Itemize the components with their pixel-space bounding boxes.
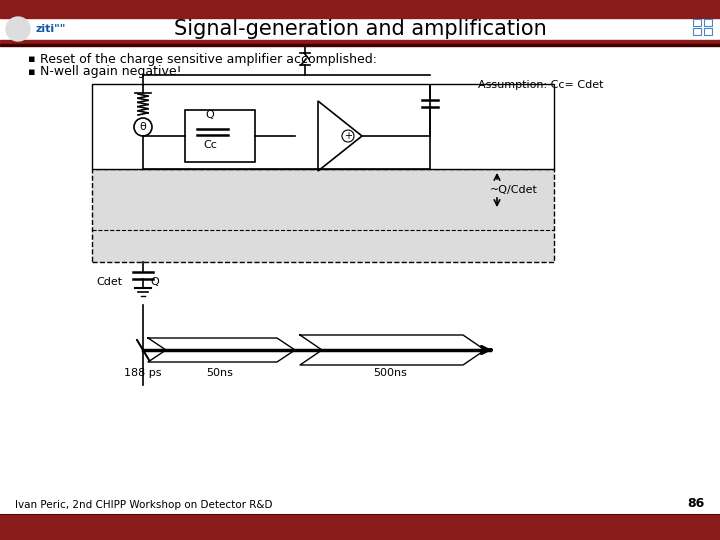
Text: 500ns: 500ns: [373, 368, 407, 378]
Text: Signal-generation and amplification: Signal-generation and amplification: [174, 19, 546, 39]
Text: Reset of the charge sensitive amplifier accomplished:: Reset of the charge sensitive amplifier …: [40, 52, 377, 65]
Bar: [92, 169, 554, 262]
Text: ~Q/Cdet: ~Q/Cdet: [490, 185, 538, 195]
Text: Q: Q: [150, 277, 158, 287]
Text: 86: 86: [688, 497, 705, 510]
Text: ziti"": ziti"": [35, 24, 66, 34]
Bar: [0, 0, 720, 18]
Circle shape: [6, 17, 30, 41]
Bar: [0, 518, 720, 540]
Text: Cdet: Cdet: [96, 277, 122, 287]
Text: Assumption: Cc= Cdet: Assumption: Cc= Cdet: [478, 80, 603, 90]
Bar: [185, 110, 255, 162]
Bar: [0, 0, 720, 18]
Text: +: +: [344, 131, 352, 141]
Text: Q: Q: [206, 110, 215, 120]
Bar: [0, 40, 720, 43]
Text: 50ns: 50ns: [207, 368, 233, 378]
Bar: [704, 19, 712, 26]
Text: Cc: Cc: [203, 140, 217, 150]
Bar: [693, 19, 701, 26]
Text: 188 ps: 188 ps: [125, 368, 162, 378]
Bar: [693, 28, 701, 35]
Bar: [0, 44, 720, 46]
Text: N-well again negative!: N-well again negative!: [40, 65, 181, 78]
Text: ▪: ▪: [28, 67, 35, 77]
Text: θ: θ: [140, 122, 146, 132]
Text: Ivan Peric, 2nd CHIPP Workshop on Detector R&D: Ivan Peric, 2nd CHIPP Workshop on Detect…: [15, 500, 272, 510]
Bar: [0, 18, 720, 40]
Text: ▪: ▪: [28, 54, 35, 64]
Bar: [92, 84, 554, 169]
Bar: [0, 515, 720, 518]
Bar: [704, 28, 712, 35]
Polygon shape: [318, 101, 362, 171]
